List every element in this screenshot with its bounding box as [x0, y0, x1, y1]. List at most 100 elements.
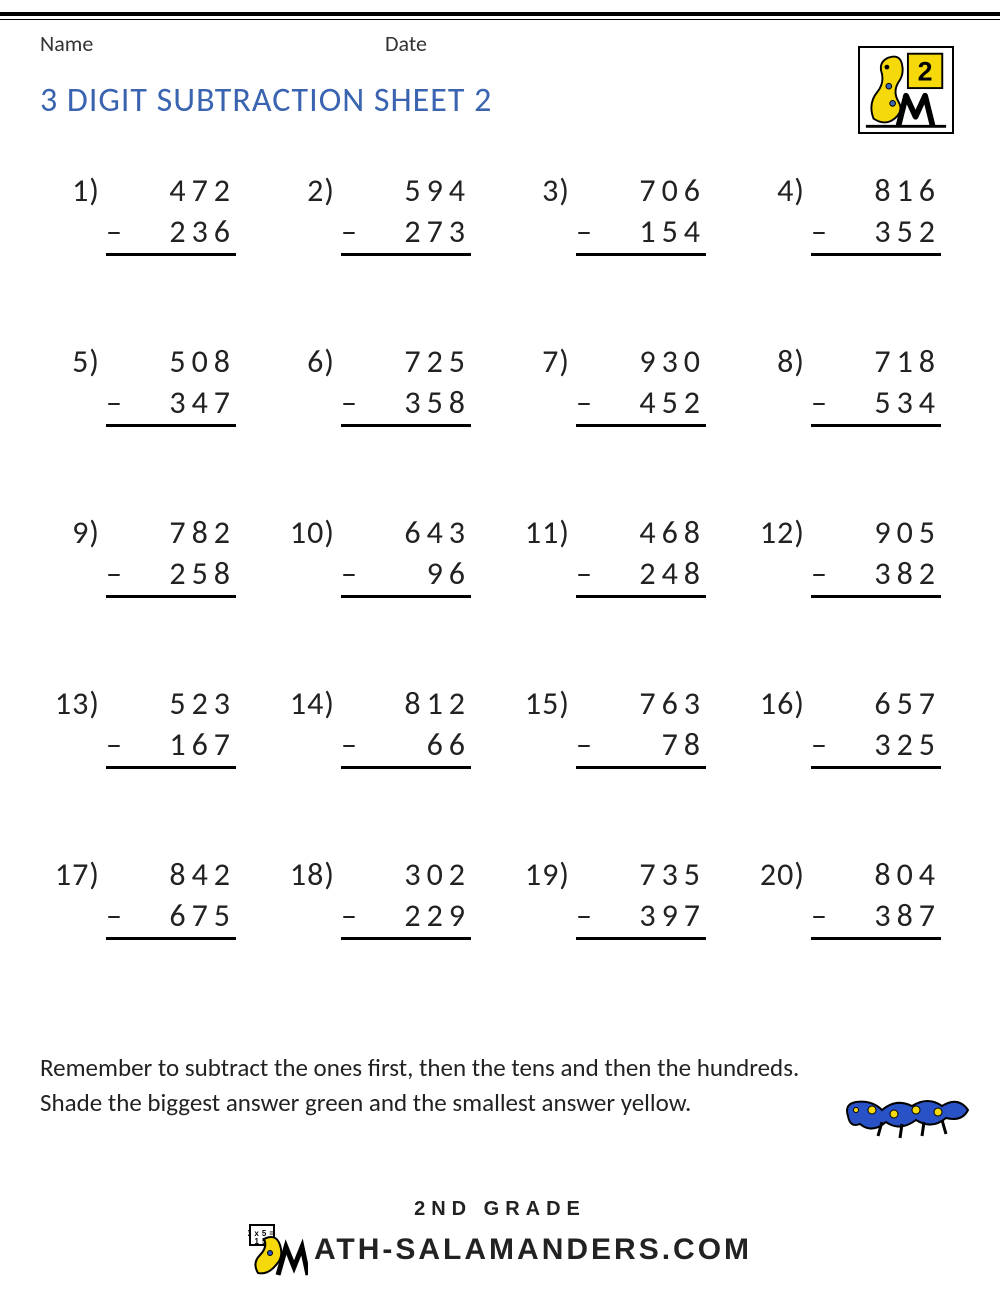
subtrahend-row: –352	[811, 212, 941, 256]
problem-stack: 725–358	[341, 342, 471, 427]
problem-number: 8)	[745, 342, 811, 381]
minuend: 816	[811, 171, 941, 210]
problem: 6)725–358	[275, 342, 480, 427]
minus-sign: –	[341, 212, 365, 251]
problem: 16)657–325	[745, 684, 950, 769]
problem-number: 17)	[40, 855, 106, 894]
problem-number: 19)	[510, 855, 576, 894]
problem-stack: 842–675	[106, 855, 236, 940]
subtrahend-row: –78	[576, 725, 706, 769]
subtrahend-row: –248	[576, 554, 706, 598]
problem-number: 2)	[275, 171, 341, 210]
problem-number: 20)	[745, 855, 811, 894]
grade-logo: 2	[858, 46, 954, 134]
subtrahend-row: –258	[106, 554, 236, 598]
problem: 8)718–534	[745, 342, 950, 427]
footer-grade: 2ND GRADE	[0, 1198, 1000, 1221]
svg-text:2: 2	[918, 56, 933, 86]
subtrahend-row: –96	[341, 554, 471, 598]
problem: 4)816–352	[745, 171, 950, 256]
subtrahend: 154	[600, 212, 706, 251]
problem-stack: 804–387	[811, 855, 941, 940]
problem-number: 1)	[40, 171, 106, 210]
minus-sign: –	[106, 554, 130, 593]
problem-number: 5)	[40, 342, 106, 381]
minuend: 842	[106, 855, 236, 894]
problem-stack: 643–96	[341, 513, 471, 598]
subtrahend: 167	[130, 725, 236, 764]
problem-stack: 472–236	[106, 171, 236, 256]
problem-stack: 468–248	[576, 513, 706, 598]
problem: 9)782–258	[40, 513, 245, 598]
problem-number: 15)	[510, 684, 576, 723]
problem-stack: 930–452	[576, 342, 706, 427]
subtrahend: 387	[835, 896, 941, 935]
problem-stack: 735–397	[576, 855, 706, 940]
subtrahend: 236	[130, 212, 236, 251]
minus-sign: –	[811, 554, 835, 593]
problem: 5)508–347	[40, 342, 245, 427]
problem-number: 11)	[510, 513, 576, 552]
date-label: Date	[385, 30, 427, 57]
minuend: 508	[106, 342, 236, 381]
minuend: 706	[576, 171, 706, 210]
footer-site: 3x5= 15 ATH-SALAMANDERS.COM	[248, 1223, 752, 1277]
subtrahend: 273	[365, 212, 471, 251]
minuend: 472	[106, 171, 236, 210]
minuend: 782	[106, 513, 236, 552]
minus-sign: –	[811, 212, 835, 251]
minus-sign: –	[576, 896, 600, 935]
problem-stack: 594–273	[341, 171, 471, 256]
header-row: Name Date	[40, 30, 960, 70]
subtrahend-row: –325	[811, 725, 941, 769]
subtrahend-row: –154	[576, 212, 706, 256]
subtrahend: 352	[835, 212, 941, 251]
problem-stack: 816–352	[811, 171, 941, 256]
minuend: 905	[811, 513, 941, 552]
subtrahend: 229	[365, 896, 471, 935]
worksheet-page: Name Date 3 DIGIT SUBTRACTION SHEET 2 1)…	[0, 30, 1000, 1120]
problem-stack: 302–229	[341, 855, 471, 940]
footer-salamander-icon: 3x5= 15	[248, 1223, 308, 1277]
problem-number: 3)	[510, 171, 576, 210]
minuend: 804	[811, 855, 941, 894]
minus-sign: –	[811, 896, 835, 935]
minus-sign: –	[341, 896, 365, 935]
problem-number: 13)	[40, 684, 106, 723]
subtrahend-row: –534	[811, 383, 941, 427]
problem-stack: 523–167	[106, 684, 236, 769]
problem-number: 12)	[745, 513, 811, 552]
instruction-line-1: Remember to subtract the ones first, the…	[40, 1050, 960, 1085]
footer: 2ND GRADE 3x5= 15 ATH-SALAMANDERS.COM	[0, 1198, 1000, 1282]
minuend: 930	[576, 342, 706, 381]
subtrahend: 452	[600, 383, 706, 422]
name-label: Name	[40, 30, 345, 57]
subtrahend: 347	[130, 383, 236, 422]
subtrahend: 534	[835, 383, 941, 422]
problem: 14)812–66	[275, 684, 480, 769]
problem: 7)930–452	[510, 342, 715, 427]
problem: 1)472–236	[40, 171, 245, 256]
problem: 13)523–167	[40, 684, 245, 769]
problem-number: 4)	[745, 171, 811, 210]
salamander-icon	[842, 1076, 972, 1146]
minuend: 302	[341, 855, 471, 894]
problem-stack: 706–154	[576, 171, 706, 256]
subtrahend-row: –675	[106, 896, 236, 940]
instructions: Remember to subtract the ones first, the…	[40, 1050, 960, 1120]
minus-sign: –	[576, 212, 600, 251]
top-rule	[0, 12, 1000, 20]
minuend: 735	[576, 855, 706, 894]
problem-number: 10)	[275, 513, 341, 552]
problem-number: 14)	[275, 684, 341, 723]
subtrahend-row: –382	[811, 554, 941, 598]
subtrahend: 397	[600, 896, 706, 935]
problem: 15)763–78	[510, 684, 715, 769]
subtrahend-row: –452	[576, 383, 706, 427]
problem: 19)735–397	[510, 855, 715, 940]
subtrahend-row: –347	[106, 383, 236, 427]
problem-number: 6)	[275, 342, 341, 381]
subtrahend-row: –387	[811, 896, 941, 940]
minuend: 763	[576, 684, 706, 723]
subtrahend: 358	[365, 383, 471, 422]
